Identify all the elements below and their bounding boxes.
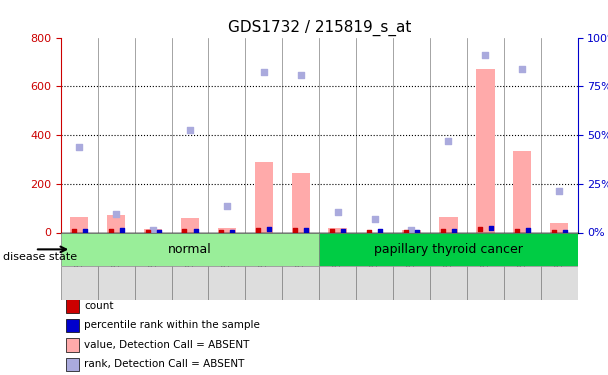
Bar [513,151,531,232]
Text: rank, Detection Call = ABSENT: rank, Detection Call = ABSENT [84,360,244,369]
Bar [66,338,79,352]
FancyBboxPatch shape [282,266,319,300]
Text: value, Detection Call = ABSENT: value, Detection Call = ABSENT [84,340,249,350]
Title: GDS1732 / 215819_s_at: GDS1732 / 215819_s_at [227,20,411,36]
FancyBboxPatch shape [98,266,134,300]
Bar [144,229,162,232]
Point [80,228,89,234]
Bar [66,319,79,332]
Point [143,229,153,235]
FancyBboxPatch shape [171,266,209,300]
Text: disease state: disease state [3,252,77,262]
Point [106,228,116,234]
Point [216,229,226,235]
Point [523,227,533,233]
FancyBboxPatch shape [246,266,282,300]
Point [69,228,78,234]
FancyBboxPatch shape [209,266,246,300]
Bar [328,228,347,232]
Bar [66,299,79,313]
FancyBboxPatch shape [61,266,98,300]
Point [486,225,496,231]
Bar [439,217,458,232]
Point [154,229,164,235]
Point [554,188,564,194]
FancyBboxPatch shape [504,266,541,300]
Bar [66,358,79,371]
FancyBboxPatch shape [393,266,430,300]
Point [444,138,454,144]
Point [222,202,232,208]
Point [517,66,527,72]
Point [302,226,311,232]
Point [364,229,374,235]
Point [449,228,459,234]
Point [191,228,201,234]
FancyBboxPatch shape [319,232,578,266]
Text: percentile rank within the sample: percentile rank within the sample [84,321,260,330]
Point [333,209,342,215]
Point [480,52,490,58]
Point [179,228,189,234]
Point [327,228,337,234]
Point [296,72,306,78]
Text: count: count [84,301,114,311]
Point [227,229,237,235]
Bar [550,223,568,232]
FancyBboxPatch shape [134,266,171,300]
Point [74,144,84,150]
Point [438,228,447,234]
FancyBboxPatch shape [541,266,578,300]
FancyBboxPatch shape [430,266,467,300]
Point [475,226,485,232]
Bar [476,69,494,232]
Bar [255,162,273,232]
Point [412,229,422,235]
Point [185,127,195,133]
Point [254,226,263,232]
Bar [181,218,199,232]
Point [560,229,570,235]
Point [291,227,300,233]
Text: papillary thyroid cancer: papillary thyroid cancer [374,243,523,256]
Text: normal: normal [168,243,212,256]
Point [407,227,416,233]
Point [375,228,385,234]
Bar [291,173,310,232]
Bar [402,230,421,232]
Point [512,228,522,234]
FancyBboxPatch shape [61,232,319,266]
FancyBboxPatch shape [356,266,393,300]
FancyBboxPatch shape [467,266,504,300]
Point [111,211,121,217]
Point [549,229,559,235]
Point [148,227,158,233]
FancyBboxPatch shape [319,266,356,300]
Point [259,69,269,75]
Point [338,228,348,234]
Bar [70,217,89,232]
Point [117,227,126,233]
Point [401,229,411,235]
Point [370,216,379,222]
Point [264,226,274,232]
Bar [218,228,236,232]
Bar [107,215,125,232]
